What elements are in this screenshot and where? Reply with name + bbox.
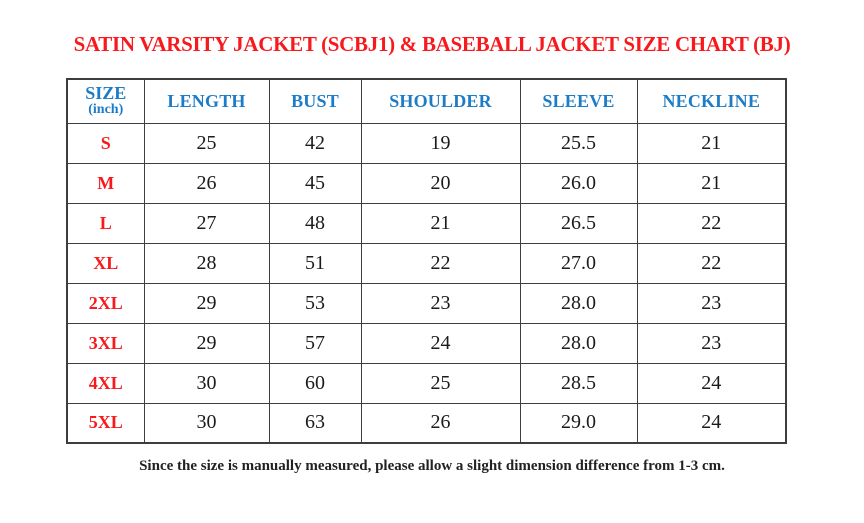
size-header-unit: (inch) — [88, 102, 124, 118]
cell-length: 29 — [143, 322, 270, 364]
size-label: 5XL — [66, 402, 145, 444]
size-header-text: SIZE — [85, 83, 127, 104]
cell-shoulder: 26 — [360, 402, 521, 444]
size-chart-table: SIZE (inch) LENGTH BUST SHOULDER SLEEVE … — [66, 78, 787, 444]
table-row-2xl: 2XL 29 53 23 28.0 23 — [66, 282, 787, 324]
size-label: S — [66, 122, 145, 164]
table-row-xl: XL 28 51 22 27.0 22 — [66, 242, 787, 284]
cell-shoulder: 22 — [360, 242, 521, 284]
measurement-disclaimer: Since the size is manually measured, ple… — [139, 458, 725, 474]
cell-length: 30 — [143, 362, 270, 404]
table-header-row: SIZE (inch) LENGTH BUST SHOULDER SLEEVE … — [66, 78, 787, 124]
size-label: 4XL — [66, 362, 145, 404]
cell-bust: 42 — [268, 122, 362, 164]
table-row-l: L 27 48 21 26.5 22 — [66, 202, 787, 244]
cell-shoulder: 23 — [360, 282, 521, 324]
cell-neckline: 23 — [636, 282, 787, 324]
size-label: M — [66, 162, 145, 204]
cell-neckline: 24 — [636, 402, 787, 444]
cell-length: 29 — [143, 282, 270, 324]
cell-shoulder: 24 — [360, 322, 521, 364]
cell-neckline: 24 — [636, 362, 787, 404]
cell-shoulder: 25 — [360, 362, 521, 404]
size-label: L — [66, 202, 145, 244]
cell-shoulder: 21 — [360, 202, 521, 244]
cell-neckline: 22 — [636, 242, 787, 284]
column-header-bust: BUST — [268, 78, 362, 124]
cell-sleeve: 29.0 — [519, 402, 638, 444]
table-row-s: S 25 42 19 25.5 21 — [66, 122, 787, 164]
table-row-3xl: 3XL 29 57 24 28.0 23 — [66, 322, 787, 364]
cell-shoulder: 19 — [360, 122, 521, 164]
cell-neckline: 21 — [636, 162, 787, 204]
cell-sleeve: 26.0 — [519, 162, 638, 204]
cell-bust: 51 — [268, 242, 362, 284]
size-label: 2XL — [66, 282, 145, 324]
cell-neckline: 23 — [636, 322, 787, 364]
table-row-5xl: 5XL 30 63 26 29.0 24 — [66, 402, 787, 444]
cell-length: 27 — [143, 202, 270, 244]
column-header-neckline: NECKLINE — [636, 78, 787, 124]
column-header-shoulder: SHOULDER — [360, 78, 521, 124]
cell-length: 28 — [143, 242, 270, 284]
cell-sleeve: 28.0 — [519, 282, 638, 324]
cell-sleeve: 25.5 — [519, 122, 638, 164]
column-header-size: SIZE (inch) — [66, 78, 145, 124]
page-title: SATIN VARSITY JACKET (SCBJ1) & BASEBALL … — [73, 32, 791, 56]
size-label: XL — [66, 242, 145, 284]
cell-bust: 60 — [268, 362, 362, 404]
cell-shoulder: 20 — [360, 162, 521, 204]
cell-neckline: 21 — [636, 122, 787, 164]
cell-sleeve: 26.5 — [519, 202, 638, 244]
cell-bust: 57 — [268, 322, 362, 364]
cell-sleeve: 28.0 — [519, 322, 638, 364]
table-row-4xl: 4XL 30 60 25 28.5 24 — [66, 362, 787, 404]
table-row-m: M 26 45 20 26.0 21 — [66, 162, 787, 204]
size-label: 3XL — [66, 322, 145, 364]
cell-bust: 48 — [268, 202, 362, 244]
column-header-sleeve: SLEEVE — [519, 78, 638, 124]
cell-bust: 63 — [268, 402, 362, 444]
cell-length: 30 — [143, 402, 270, 444]
cell-length: 26 — [143, 162, 270, 204]
cell-bust: 53 — [268, 282, 362, 324]
cell-sleeve: 28.5 — [519, 362, 638, 404]
cell-bust: 45 — [268, 162, 362, 204]
cell-sleeve: 27.0 — [519, 242, 638, 284]
cell-neckline: 22 — [636, 202, 787, 244]
cell-length: 25 — [143, 122, 270, 164]
column-header-length: LENGTH — [143, 78, 270, 124]
